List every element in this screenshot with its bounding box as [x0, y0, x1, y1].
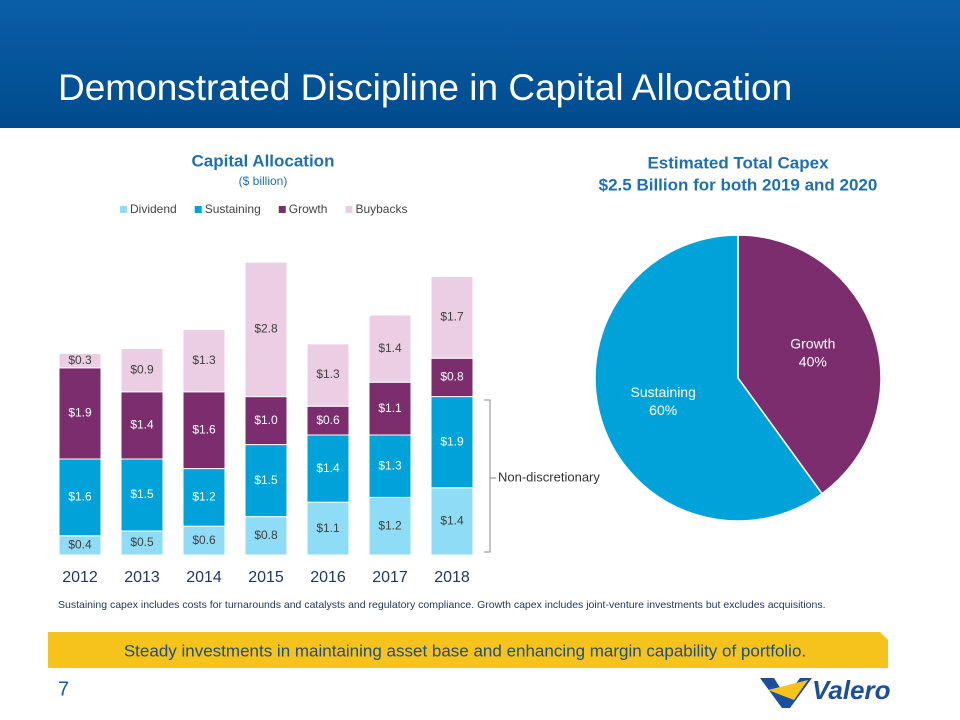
slice-value: 40% [799, 353, 827, 369]
x-tick-label: 2016 [310, 569, 346, 586]
bar-segment [368, 314, 412, 383]
slide-title: Demonstrated Discipline in Capital Alloc… [58, 67, 792, 108]
logo-accent [768, 680, 808, 700]
bar-segment [306, 434, 350, 503]
annotation: Non-discretionary [498, 469, 600, 484]
value-label: $1.9 [68, 406, 92, 420]
slice-label: Sustaining [631, 384, 696, 400]
value-label: $1.5 [254, 473, 278, 487]
value-label: $1.1 [316, 521, 340, 535]
legend-label: Sustaining [205, 202, 261, 216]
legend-swatch [278, 206, 286, 213]
legend-label: Growth [289, 202, 328, 216]
bar-segment [182, 391, 226, 470]
legend-swatch [194, 206, 202, 213]
value-label: $1.9 [440, 434, 464, 448]
bar-segment [120, 458, 164, 532]
legend-label: Dividend [130, 202, 177, 216]
bar-segment [306, 405, 350, 436]
bar-segment [182, 328, 226, 393]
value-label: $1.6 [68, 490, 92, 504]
value-label: $1.2 [378, 518, 402, 532]
value-label: $0.3 [68, 353, 92, 367]
header-band [0, 0, 960, 128]
value-label: $1.2 [192, 490, 216, 504]
bar-segment [430, 276, 474, 359]
bar-segment [244, 261, 288, 398]
value-label: $1.3 [192, 353, 216, 367]
x-tick-label: 2012 [62, 569, 98, 586]
chart-subtitle: $2.5 Billion for both 2019 and 2020 [599, 175, 878, 194]
value-label: $0.9 [130, 362, 154, 376]
value-label: $0.6 [192, 533, 216, 547]
value-label: $1.5 [130, 487, 154, 501]
value-label: $2.8 [254, 322, 278, 336]
pie-slice [737, 234, 882, 495]
bar-segment [182, 468, 226, 527]
value-label: $0.5 [130, 535, 154, 549]
value-label: $1.6 [192, 422, 216, 436]
banner-text: Steady investments in maintaining asset … [124, 641, 806, 660]
bar-segment [58, 367, 102, 460]
bar-segment [120, 348, 164, 393]
pie-slice [594, 234, 824, 522]
bar-segment [368, 434, 412, 498]
bar-segment [306, 501, 350, 556]
value-label: $0.6 [316, 413, 340, 427]
bar-segment [368, 496, 412, 556]
value-label: $1.0 [254, 413, 278, 427]
bar-segment [368, 381, 412, 436]
value-label: $1.4 [440, 514, 464, 528]
chart-subtitle: ($ billion) [239, 174, 288, 188]
value-label: $1.1 [378, 401, 402, 415]
x-tick-label: 2015 [248, 569, 284, 586]
legend-label: Buybacks [355, 202, 407, 216]
page-number: 7 [58, 678, 69, 700]
value-label: $0.8 [440, 370, 464, 384]
value-label: $0.4 [68, 538, 92, 552]
logo: Valero [760, 675, 891, 708]
value-label: $1.4 [316, 461, 340, 475]
bar-segment [58, 352, 102, 369]
slice-label: Growth [790, 335, 835, 351]
x-tick-label: 2013 [124, 569, 160, 586]
x-tick-label: 2017 [372, 569, 408, 586]
bar-segment [58, 458, 102, 537]
chart-title: Capital Allocation [192, 151, 335, 170]
x-tick-label: 2018 [434, 569, 470, 586]
bar-segment [430, 357, 474, 398]
slice-value: 60% [649, 402, 677, 418]
bar-segment [244, 444, 288, 518]
bar-segment [430, 487, 474, 556]
logo-text: Valero [812, 675, 891, 705]
value-label: $1.4 [130, 418, 154, 432]
legend-swatch [345, 206, 353, 213]
value-label: $1.4 [378, 341, 402, 355]
value-label: $1.3 [378, 458, 402, 472]
chart-title: Estimated Total Capex [647, 153, 829, 172]
x-tick-label: 2014 [186, 569, 222, 586]
bar-segment [306, 343, 350, 407]
bar-segment [430, 396, 474, 489]
annotation-bracket [484, 399, 496, 553]
banner-band [48, 632, 888, 668]
value-label: $1.7 [440, 310, 464, 324]
value-label: $0.8 [254, 528, 278, 542]
legend-swatch [120, 206, 127, 213]
value-label: $1.3 [316, 367, 340, 381]
footnote: Sustaining capex includes costs for turn… [58, 599, 826, 611]
